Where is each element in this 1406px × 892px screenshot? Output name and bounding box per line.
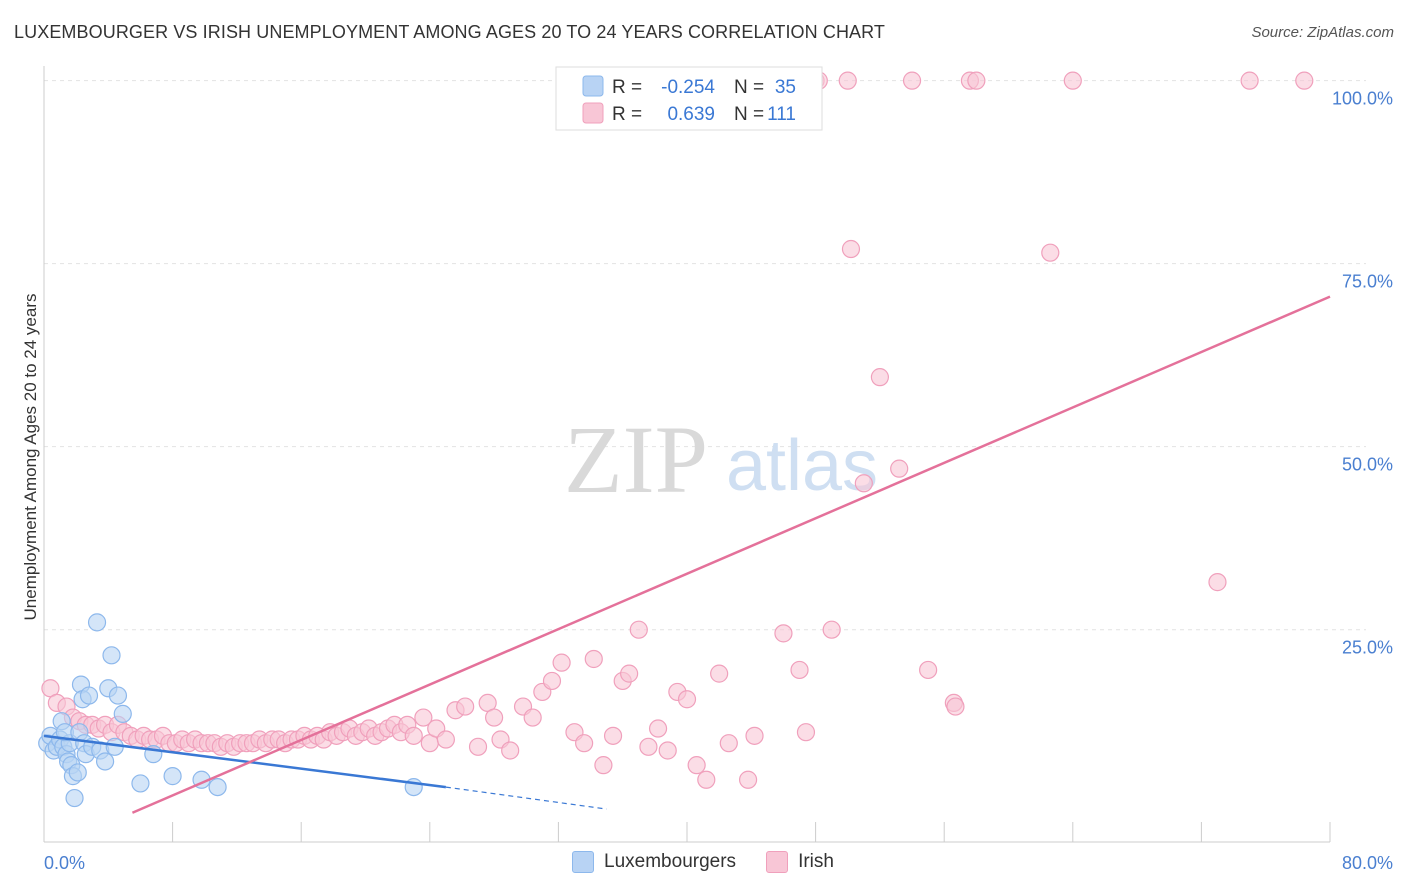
luxembourgers-label: Luxembourgers xyxy=(604,851,737,872)
luxembourger-point xyxy=(79,686,99,705)
irish-point xyxy=(902,71,922,90)
irish-point xyxy=(719,734,738,753)
irish-point xyxy=(697,770,716,789)
trend-lines xyxy=(43,295,1331,814)
irish-point xyxy=(456,697,475,716)
irish-point xyxy=(890,459,909,478)
luxembourger-point xyxy=(163,767,182,786)
irish-point xyxy=(1063,71,1082,90)
irish-point xyxy=(629,620,648,639)
legend-n-label-2: N = xyxy=(734,104,764,125)
luxembourger-points xyxy=(38,613,423,808)
irish-point xyxy=(854,474,873,493)
x-tick-label: 0.0% xyxy=(44,853,85,873)
axes xyxy=(43,66,1331,843)
irish-point xyxy=(870,368,890,387)
irish-point xyxy=(687,756,706,775)
irish-point xyxy=(658,741,677,760)
bottom-legend: Luxembourgers Irish xyxy=(0,851,1406,873)
x-tick-label: 80.0% xyxy=(1342,853,1393,873)
irish-point xyxy=(501,741,520,760)
luxembourger-point xyxy=(65,788,84,808)
irish-point xyxy=(523,708,542,727)
legend-n-label-1: N = xyxy=(734,77,764,98)
irish-point xyxy=(1208,573,1227,592)
irish-point xyxy=(485,708,504,727)
x-tick-labels: 0.0% 80.0% xyxy=(44,853,1393,873)
irish-point xyxy=(639,737,658,756)
irish-point xyxy=(575,734,594,753)
irish-point xyxy=(594,756,613,775)
irish-point xyxy=(468,737,488,756)
y-tick-label: 100.0% xyxy=(1332,89,1393,109)
luxembourger-point xyxy=(68,763,87,782)
irish-label: Irish xyxy=(798,851,834,872)
y-tick-label: 50.0% xyxy=(1342,455,1393,475)
irish-trend-line xyxy=(131,295,1331,814)
irish-point xyxy=(738,770,758,789)
irish-point xyxy=(838,71,857,90)
chart-title: LUXEMBOURGER VS IRISH UNEMPLOYMENT AMONG… xyxy=(14,22,886,42)
y-tick-labels: 25.0% 50.0% 75.0% 100.0% xyxy=(1332,89,1393,658)
irish-point xyxy=(552,653,571,672)
irish-point xyxy=(436,730,455,749)
irish-point xyxy=(1295,71,1314,90)
irish-point xyxy=(710,664,729,683)
luxembourger-trend-line xyxy=(43,734,447,789)
luxembourgers-swatch xyxy=(572,851,595,873)
legend-swatch-irish xyxy=(582,102,604,124)
irish-point xyxy=(677,690,697,709)
irish-point xyxy=(774,624,793,643)
luxembourger-point xyxy=(102,646,121,665)
y-tick-label: 75.0% xyxy=(1342,272,1393,292)
irish-point xyxy=(648,719,668,738)
irish-point xyxy=(603,726,623,745)
y-tick-label: 25.0% xyxy=(1342,638,1393,658)
irish-point xyxy=(946,697,965,716)
legend-n-value-1: 35 xyxy=(775,77,796,98)
irish-point xyxy=(1240,71,1259,90)
irish-point xyxy=(822,620,841,639)
luxembourger-trend-extension xyxy=(445,786,607,810)
irish-swatch xyxy=(766,851,789,873)
irish-point xyxy=(542,671,562,691)
irish-point xyxy=(745,726,764,745)
irish-point xyxy=(620,664,639,683)
irish-point xyxy=(1041,243,1060,262)
luxembourger-point xyxy=(108,686,128,705)
irish-point xyxy=(584,649,603,669)
legend-r-label-2: R = xyxy=(612,104,642,125)
legend-swatch-luxembourgers xyxy=(582,75,604,97)
watermark-zip: ZIP xyxy=(564,406,708,513)
grid-lines xyxy=(44,80,1366,631)
irish-point xyxy=(841,239,861,259)
legend-item-luxembourgers[interactable]: Luxembourgers xyxy=(572,851,736,873)
legend-r-label-1: R = xyxy=(612,77,642,98)
luxembourger-point xyxy=(95,752,115,771)
irish-point xyxy=(967,71,986,90)
top-legend: R = -0.254 N = 35 R = 0.639 N = 111 xyxy=(555,66,823,131)
luxembourger-point xyxy=(113,704,132,723)
luxembourger-point xyxy=(131,774,150,793)
watermark: ZIP atlas xyxy=(564,406,878,513)
y-axis-label: Unemployment Among Ages 20 to 24 years xyxy=(21,294,40,621)
irish-point xyxy=(790,660,809,680)
irish-point xyxy=(796,723,816,742)
legend-n-value-2: 111 xyxy=(767,104,796,125)
legend-r-value-1: -0.254 xyxy=(661,77,715,98)
watermark-atlas: atlas xyxy=(726,426,878,506)
legend-item-irish[interactable]: Irish xyxy=(766,851,834,873)
source-credit: Source: ZipAtlas.com xyxy=(1251,24,1394,41)
legend-r-value-2: 0.639 xyxy=(667,104,715,125)
irish-point xyxy=(414,708,433,727)
luxembourger-point xyxy=(87,613,107,632)
irish-point xyxy=(919,660,938,680)
luxembourger-point xyxy=(208,777,227,797)
irish-point xyxy=(404,726,423,745)
